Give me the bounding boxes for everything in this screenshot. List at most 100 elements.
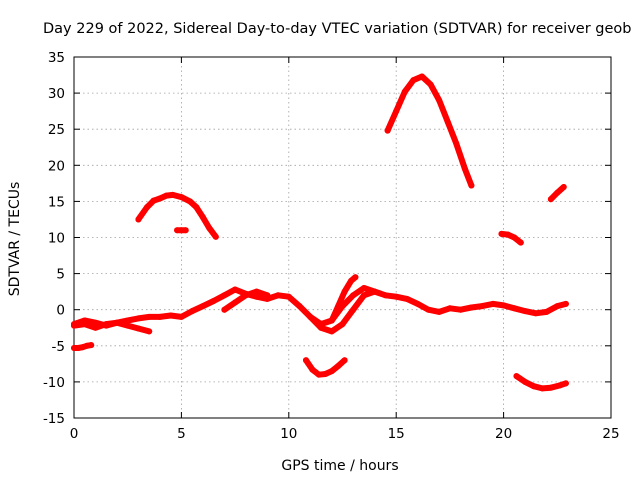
- data-point: [547, 196, 554, 203]
- data-point: [156, 313, 163, 320]
- data-point: [135, 315, 142, 322]
- data-point: [335, 303, 342, 310]
- data-point: [221, 306, 228, 313]
- data-point: [275, 292, 282, 299]
- data-point: [199, 214, 206, 221]
- data-point: [436, 308, 443, 315]
- y-tick-label: 20: [48, 158, 65, 174]
- data-point: [562, 300, 569, 307]
- data-point: [513, 373, 520, 380]
- data-point: [401, 88, 408, 95]
- data-point: [543, 308, 550, 315]
- chart-title: Day 229 of 2022, Sidereal Day-to-day VTE…: [43, 21, 631, 37]
- data-point: [318, 324, 325, 331]
- data-point: [371, 288, 378, 295]
- data-point: [285, 293, 292, 300]
- data-point: [212, 233, 219, 240]
- data-point: [335, 363, 342, 370]
- data-point: [457, 306, 464, 313]
- data-point: [410, 77, 417, 84]
- data-point: [511, 305, 518, 312]
- data-point: [88, 342, 95, 349]
- data-point: [92, 324, 99, 331]
- data-point: [189, 308, 196, 315]
- data-point: [315, 371, 322, 378]
- series-arc-13: [547, 183, 567, 203]
- series-arc-4: [71, 285, 569, 329]
- data-point: [296, 303, 303, 310]
- data-point: [210, 298, 217, 305]
- data-series: [71, 73, 569, 392]
- y-tick-label: 25: [48, 122, 65, 138]
- data-point: [167, 312, 174, 319]
- data-point: [393, 293, 400, 300]
- data-point: [199, 303, 206, 310]
- series-arc-7: [307, 288, 378, 335]
- data-point: [135, 216, 142, 223]
- y-tick-label: 0: [56, 303, 65, 319]
- y-tick-label: 5: [56, 267, 65, 283]
- data-point: [444, 118, 451, 125]
- data-point: [436, 97, 443, 104]
- x-tick-labels: 0 5 10 15 20 25: [70, 426, 620, 442]
- data-point: [178, 227, 185, 234]
- data-point: [113, 319, 120, 326]
- y-tick-label: 30: [48, 86, 65, 102]
- data-point: [341, 357, 348, 364]
- series-line: [498, 230, 524, 246]
- data-point: [403, 295, 410, 302]
- x-axis-label: GPS time / hours: [281, 458, 398, 474]
- data-point: [264, 292, 271, 299]
- data-point: [146, 328, 153, 335]
- data-point: [341, 288, 348, 295]
- data-point: [339, 321, 346, 328]
- series-arc-8: [328, 274, 359, 324]
- y-tick-labels: -15 -10 -5 0 5 10 15 20 25 30 35: [43, 50, 65, 427]
- data-point: [135, 325, 142, 332]
- data-point: [309, 366, 316, 373]
- x-tick-label: 5: [177, 426, 186, 442]
- series-arc-1: [135, 191, 219, 240]
- data-point: [146, 313, 153, 320]
- data-point: [539, 385, 546, 392]
- data-point: [206, 225, 213, 232]
- data-point: [446, 305, 453, 312]
- data-point: [328, 368, 335, 375]
- data-point: [124, 317, 131, 324]
- data-point: [530, 383, 537, 390]
- y-tick-label: 35: [48, 50, 65, 66]
- x-tick-label: 0: [70, 426, 79, 442]
- data-point: [253, 288, 260, 295]
- data-point: [169, 191, 176, 198]
- data-point: [360, 292, 367, 299]
- data-point: [427, 81, 434, 88]
- series-arc-6: [221, 288, 271, 313]
- data-point: [124, 322, 131, 329]
- data-point: [144, 204, 151, 211]
- data-point: [560, 183, 567, 190]
- data-point: [554, 303, 561, 310]
- grid: [74, 57, 611, 418]
- data-point: [103, 321, 110, 328]
- data-point: [232, 286, 239, 293]
- x-tick-label: 25: [602, 426, 619, 442]
- series-arc-12: [513, 373, 569, 392]
- data-point: [221, 292, 228, 299]
- series-arc-3: [71, 342, 95, 351]
- axis-ticks: [73, 56, 612, 419]
- y-tick-label: 10: [48, 231, 65, 247]
- y-axis-label: SDTVAR / TECUs: [7, 182, 23, 297]
- data-point: [328, 317, 335, 324]
- x-tick-label: 20: [495, 426, 512, 442]
- data-point: [554, 189, 561, 196]
- data-point: [479, 303, 486, 310]
- data-point: [348, 277, 355, 284]
- series-arc-10: [384, 73, 475, 189]
- data-point: [414, 300, 421, 307]
- y-tick-label: -15: [43, 411, 65, 427]
- data-point: [393, 108, 400, 115]
- data-point: [468, 182, 475, 189]
- y-tick-label: -10: [43, 375, 65, 391]
- data-point: [517, 239, 524, 246]
- data-point: [468, 304, 475, 311]
